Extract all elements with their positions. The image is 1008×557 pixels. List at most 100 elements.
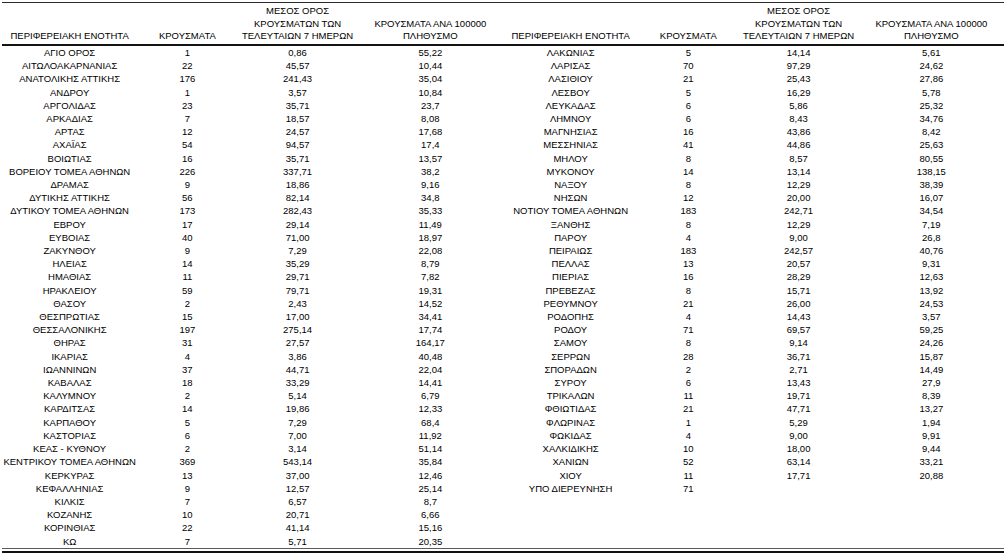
- right-per-100k-cell: [859, 508, 1004, 521]
- left-avg-7day-cell: 44,71: [237, 363, 357, 376]
- right-cases-cell: 8: [638, 336, 738, 349]
- left-per-100k-cell: 20,35: [358, 535, 503, 549]
- left-cases-cell: 7: [137, 535, 237, 549]
- table-row: ΚΕΝΤΡΙΚΟΥ ΤΟΜΕΑ ΑΘΗΝΩΝ369543,1435,84ΧΑΝΙ…: [2, 455, 1004, 468]
- table-row: ΒΟΡΕΙΟΥ ΤΟΜΕΑ ΑΘΗΝΩΝ226337,7138,2ΜΥΚΟΝΟΥ…: [2, 165, 1004, 178]
- table-row: ΚΑΡΔΙΤΣΑΣ1419,8612,33ΦΘΙΩΤΙΔΑΣ2147,7113,…: [2, 402, 1004, 415]
- right-per-100k-cell: 8,42: [859, 125, 1004, 138]
- left-cases-cell: 17: [137, 218, 237, 231]
- left-per-100k-cell: 10,84: [358, 86, 503, 99]
- left-cases-cell: 197: [137, 323, 237, 336]
- left-avg-7day-cell: 94,57: [237, 138, 357, 151]
- left-per-100k-cell: 7,82: [358, 270, 503, 283]
- right-region-cell: ΠΙΕΡΙΑΣ: [503, 270, 638, 283]
- right-per-100k-cell: 13,27: [859, 402, 1004, 415]
- right-per-100k-cell: 8,39: [859, 389, 1004, 402]
- right-cases-cell: 8: [638, 152, 738, 165]
- right-region-cell: ΧΙΟΥ: [503, 469, 638, 482]
- left-per-100k-cell: 6,66: [358, 508, 503, 521]
- table-row: ΑΝΑΤΟΛΙΚΗΣ ΑΤΤΙΚΗΣ176241,4335,04ΛΑΣΙΘΙΟΥ…: [2, 72, 1004, 85]
- right-cases-cell: 183: [638, 244, 738, 257]
- right-avg-7day-cell: 26,00: [738, 297, 858, 310]
- right-avg-7day-cell: 20,57: [738, 257, 858, 270]
- right-per-100k-cell: 24,62: [859, 59, 1004, 72]
- left-region-cell: ΚΟΡΙΝΘΙΑΣ: [2, 521, 137, 534]
- right-region-cell: ΣΠΟΡΑΔΩΝ: [503, 363, 638, 376]
- left-region-cell: ΔΥΤΙΚΗΣ ΑΤΤΙΚΗΣ: [2, 191, 137, 204]
- right-region-cell: ΠΕΙΡΑΙΩΣ: [503, 244, 638, 257]
- right-per-100k-cell: 16,07: [859, 191, 1004, 204]
- right-region-cell: [503, 521, 638, 534]
- right-avg-7day-cell: 69,57: [738, 323, 858, 336]
- left-per-100k-cell: 11,92: [358, 429, 503, 442]
- header-cases-right: ΚΡΟΥΣΜΑΤΑ: [638, 3, 738, 45]
- right-cases-cell: 21: [638, 72, 738, 85]
- right-avg-7day-cell: [738, 482, 858, 495]
- left-region-cell: ΑΡΚΑΔΙΑΣ: [2, 112, 137, 125]
- left-avg-7day-cell: 5,71: [237, 535, 357, 549]
- left-per-100k-cell: 22,04: [358, 363, 503, 376]
- left-region-cell: ΚΑΛΥΜΝΟΥ: [2, 389, 137, 402]
- table-row: ΚΕΑΣ - ΚΥΘΝΟΥ23,1451,14ΧΑΛΚΙΔΙΚΗΣ1018,00…: [2, 442, 1004, 455]
- right-cases-cell: 183: [638, 204, 738, 217]
- table-row: ΚΩ75,7120,35: [2, 535, 1004, 549]
- right-per-100k-cell: [859, 482, 1004, 495]
- right-avg-7day-cell: [738, 521, 858, 534]
- left-per-100k-cell: 23,7: [358, 99, 503, 112]
- left-per-100k-cell: 13,57: [358, 152, 503, 165]
- left-avg-7day-cell: 79,71: [237, 284, 357, 297]
- right-cases-cell: 11: [638, 389, 738, 402]
- right-cases-cell: [638, 535, 738, 549]
- left-per-100k-cell: 14,52: [358, 297, 503, 310]
- left-per-100k-cell: 40,48: [358, 350, 503, 363]
- right-region-cell: ΡΟΔΟΥ: [503, 323, 638, 336]
- left-cases-cell: 23: [137, 99, 237, 112]
- right-avg-7day-cell: 12,29: [738, 218, 858, 231]
- right-cases-cell: 52: [638, 455, 738, 468]
- left-region-cell: ΚΩ: [2, 535, 137, 549]
- right-region-cell: ΡΟΔΟΠΗΣ: [503, 310, 638, 323]
- right-region-cell: [503, 535, 638, 549]
- table-row: ΔΡΑΜΑΣ918,869,16ΝΑΞΟΥ812,2938,39: [2, 178, 1004, 191]
- left-avg-7day-cell: 5,14: [237, 389, 357, 402]
- right-cases-cell: [638, 508, 738, 521]
- left-cases-cell: 12: [137, 125, 237, 138]
- right-per-100k-cell: 5,78: [859, 86, 1004, 99]
- right-avg-7day-cell: [738, 508, 858, 521]
- table-row: ΚΑΛΥΜΝΟΥ25,146,79ΤΡΙΚΑΛΩΝ1119,718,39: [2, 389, 1004, 402]
- left-region-cell: ΚΙΛΚΙΣ: [2, 495, 137, 508]
- left-cases-cell: 226: [137, 165, 237, 178]
- right-per-100k-cell: [859, 535, 1004, 549]
- left-avg-7day-cell: 24,57: [237, 125, 357, 138]
- right-cases-cell: 16: [638, 125, 738, 138]
- right-avg-7day-cell: 5,86: [738, 99, 858, 112]
- left-per-100k-cell: 11,49: [358, 218, 503, 231]
- left-region-cell: ΑΓΙΟ ΟΡΟΣ: [2, 45, 137, 59]
- left-avg-7day-cell: 3,14: [237, 442, 357, 455]
- right-avg-7day-cell: 18,00: [738, 442, 858, 455]
- right-cases-cell: 21: [638, 297, 738, 310]
- left-region-cell: ΚΑΒΑΛΑΣ: [2, 376, 137, 389]
- right-per-100k-cell: 27,86: [859, 72, 1004, 85]
- right-region-cell: ΜΕΣΣΗΝΙΑΣ: [503, 138, 638, 151]
- table-row: ΒΟΙΩΤΙΑΣ1635,7113,57ΜΗΛΟΥ88,5780,55: [2, 152, 1004, 165]
- right-region-cell: ΦΛΩΡΙΝΑΣ: [503, 416, 638, 429]
- left-avg-7day-cell: 82,14: [237, 191, 357, 204]
- right-per-100k-cell: 9,91: [859, 429, 1004, 442]
- left-per-100k-cell: 10,44: [358, 59, 503, 72]
- right-avg-7day-cell: 36,71: [738, 350, 858, 363]
- table-row: ΗΜΑΘΙΑΣ1129,717,82ΠΙΕΡΙΑΣ1628,2912,63: [2, 270, 1004, 283]
- right-region-cell: ΜΗΛΟΥ: [503, 152, 638, 165]
- left-per-100k-cell: 17,4: [358, 138, 503, 151]
- right-per-100k-cell: 9,31: [859, 257, 1004, 270]
- left-region-cell: ΚΑΣΤΟΡΙΑΣ: [2, 429, 137, 442]
- right-per-100k-cell: 59,25: [859, 323, 1004, 336]
- table-row: ΘΑΣΟΥ22,4314,52ΡΕΘΥΜΝΟΥ2126,0024,53: [2, 297, 1004, 310]
- right-region-cell: ΠΡΕΒΕΖΑΣ: [503, 284, 638, 297]
- right-region-cell: ΦΩΚΙΔΑΣ: [503, 429, 638, 442]
- right-per-100k-cell: 34,54: [859, 204, 1004, 217]
- left-cases-cell: 2: [137, 297, 237, 310]
- left-avg-7day-cell: 7,29: [237, 244, 357, 257]
- left-avg-7day-cell: 2,43: [237, 297, 357, 310]
- left-avg-7day-cell: 7,00: [237, 429, 357, 442]
